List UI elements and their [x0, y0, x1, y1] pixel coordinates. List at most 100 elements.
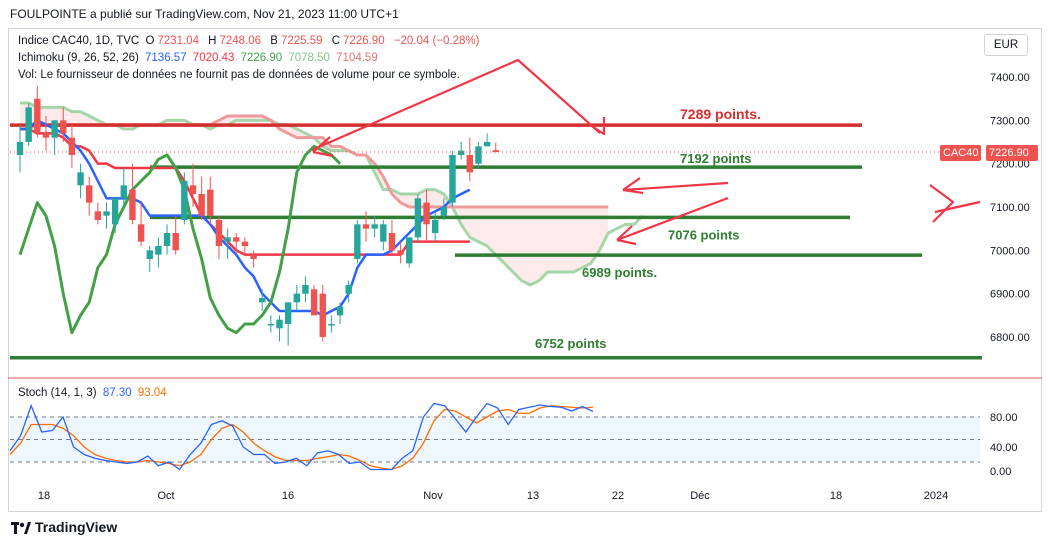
- symbol-price-tag: CAC40: [940, 145, 982, 161]
- leading-span-b-line: [20, 114, 609, 209]
- candle-body: [207, 189, 214, 216]
- candle-body: [475, 146, 482, 164]
- ichimoku-label[interactable]: Ichimoku (9, 26, 52, 26): [18, 52, 139, 64]
- tradingview-logo-icon: [11, 521, 31, 534]
- candle-body: [457, 150, 465, 155]
- candle-body: [42, 133, 50, 138]
- stoch-k-line: [9, 402, 594, 471]
- candle-body: [284, 302, 292, 324]
- stoch-d-value: 93.04: [137, 387, 167, 399]
- candle-body: [414, 198, 422, 238]
- candle-body: [60, 120, 67, 134]
- candle-body: [103, 211, 110, 216]
- candle-body: [215, 220, 223, 246]
- candle-body: [388, 233, 396, 251]
- candle-body: [94, 211, 102, 220]
- candle-body: [155, 246, 162, 255]
- candle-body: [111, 198, 119, 225]
- leading-span-a-line: [20, 101, 644, 287]
- x-tick-label: 2024: [924, 490, 948, 502]
- candle-body: [25, 107, 32, 142]
- level-label: 7289 points.: [680, 106, 761, 122]
- x-tick-label: 18: [830, 490, 842, 502]
- candle-body: [189, 185, 197, 194]
- annotation-arrow: [311, 58, 601, 152]
- y-tick-label: 7100.00: [990, 202, 1030, 214]
- x-tick-label: 18: [38, 490, 50, 502]
- candle-body: [492, 150, 499, 153]
- stoch-label[interactable]: Stoch (14, 1, 3): [18, 387, 97, 399]
- y-tick-label: 6800.00: [990, 332, 1030, 344]
- candle-body: [267, 324, 275, 326]
- candle-body: [34, 98, 41, 134]
- ichimoku-chikou-value: 7226.90: [240, 52, 283, 64]
- y-tick-label: 7200.00: [990, 159, 1030, 171]
- candle-body: [371, 224, 378, 229]
- candle-body: [406, 237, 413, 264]
- tradingview-brand[interactable]: TradingView: [11, 519, 117, 535]
- candle-body: [362, 224, 370, 229]
- annotation-arrow: [616, 225, 637, 246]
- candle-body: [336, 306, 344, 316]
- candle-body: [51, 120, 58, 138]
- candle-body: [224, 237, 231, 242]
- x-tick-label: Déc: [690, 490, 710, 502]
- candle-body: [449, 155, 456, 203]
- tradingview-brand-text: TradingView: [35, 519, 118, 535]
- annotation-arrow: [929, 184, 955, 223]
- annotation-arrow: [312, 136, 334, 158]
- legend-change: −20.04 (−0.28%): [393, 35, 480, 47]
- x-tick-label: 16: [282, 490, 294, 502]
- candle-body: [483, 142, 491, 147]
- publisher-header: FOULPOINTE a publié sur TradingView.com,…: [10, 7, 399, 21]
- candle-body: [397, 250, 404, 255]
- legend-open: O 7231.04: [145, 35, 199, 47]
- ichimoku-tenkan-value: 7136.57: [145, 52, 187, 64]
- candle-body: [172, 233, 179, 251]
- annotation-arrow: [622, 181, 729, 192]
- y-tick-label: 7000.00: [990, 245, 1030, 257]
- x-tick-label: 22: [612, 490, 624, 502]
- chikou-span-line: [18, 144, 342, 335]
- candle-body: [380, 224, 387, 242]
- candle-body: [302, 285, 309, 294]
- candle-body: [354, 224, 361, 259]
- candle-body: [163, 233, 171, 246]
- candle-body: [198, 194, 205, 216]
- candle-body: [432, 220, 439, 233]
- candle-body: [328, 324, 335, 326]
- main-legend: Indice CAC40, 1D, TVC O 7231.04 H 7248.06 …: [18, 35, 482, 47]
- annotation-arrow: [589, 117, 606, 136]
- x-tick-label: 13: [527, 490, 539, 502]
- stoch-k-value: 87.30: [102, 387, 132, 399]
- candle-body: [250, 254, 257, 259]
- candle-body: [68, 137, 76, 155]
- level-label: 6989 points.: [582, 265, 657, 280]
- candle-body: [440, 207, 448, 216]
- candle-body: [86, 185, 93, 203]
- stoch-y-tick-label: 80.00: [990, 412, 1018, 424]
- level-label: 7076 points: [668, 227, 740, 242]
- candle-body: [16, 142, 24, 155]
- annotation-arrow: [622, 177, 644, 195]
- candle-body: [293, 293, 300, 303]
- candle-body: [77, 172, 84, 186]
- currency-button[interactable]: EUR: [984, 34, 1028, 56]
- ichimoku-legend: Ichimoku (9, 26, 52, 26) 7136.57 7020.43…: [18, 52, 381, 64]
- legend-symbol[interactable]: Indice CAC40, 1D, TVC: [18, 35, 140, 47]
- candle-body: [345, 285, 352, 294]
- annotation-arrow: [616, 196, 729, 242]
- chart-frame[interactable]: [8, 28, 1042, 512]
- ichimoku-spanb-value: 7104.59: [336, 52, 378, 64]
- y-tick-label: 7400.00: [990, 72, 1030, 84]
- y-tick-label: 7300.00: [990, 115, 1030, 127]
- last-price-tag: 7226.90: [986, 145, 1038, 161]
- candle-body: [233, 237, 240, 242]
- level-label: 7192 points: [680, 151, 752, 166]
- candle-body: [137, 224, 145, 242]
- candle-body: [319, 293, 326, 337]
- candle-body: [259, 298, 266, 303]
- stoch-y-tick-label: 40.00: [990, 442, 1018, 454]
- level-label: 6752 points: [535, 336, 607, 351]
